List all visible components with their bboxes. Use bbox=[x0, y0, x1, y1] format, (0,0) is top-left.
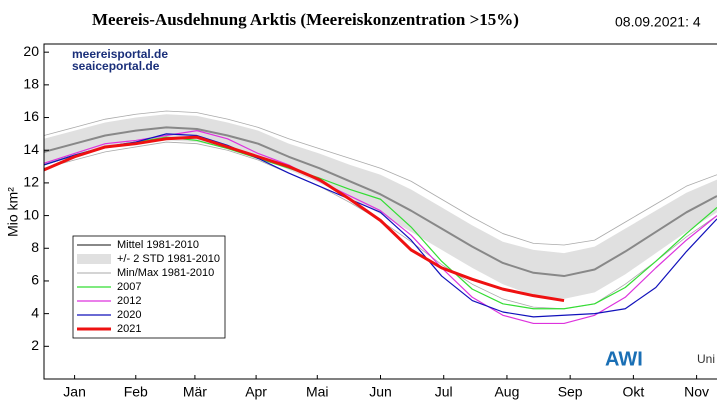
plot-frame bbox=[43, 43, 717, 380]
y-tick-label: 10 bbox=[23, 206, 39, 222]
x-tick-label: Feb bbox=[124, 384, 148, 400]
y-tick-label: 12 bbox=[23, 174, 39, 190]
x-tick-label: Mai bbox=[306, 384, 329, 400]
y-tick-label: 2 bbox=[31, 337, 39, 353]
y-tick-label: 20 bbox=[23, 43, 39, 59]
std-band bbox=[44, 114, 717, 299]
logo: AWI bbox=[605, 348, 643, 370]
y-tick-label: 6 bbox=[31, 272, 39, 288]
legend-label: 2007 bbox=[117, 281, 141, 293]
series-line bbox=[44, 126, 717, 278]
series-line bbox=[44, 133, 717, 318]
x-tick-label: Sep bbox=[558, 384, 583, 400]
logo: Uni bbox=[697, 352, 715, 366]
y-tick-label: 14 bbox=[23, 141, 39, 157]
y-tick-label: 4 bbox=[31, 304, 39, 320]
x-tick-label: Jun bbox=[369, 384, 392, 400]
date-label: 08.09.2021: 4 bbox=[615, 14, 701, 30]
series-line bbox=[44, 136, 717, 310]
chart-title: Meereis-Ausdehnung Arktis (Meereiskonzen… bbox=[92, 10, 519, 29]
legend-label: Min/Max 1981-2010 bbox=[117, 267, 214, 279]
y-tick-label: 16 bbox=[23, 108, 39, 124]
x-tick-label: Apr bbox=[245, 384, 267, 400]
x-tick-label: Jul bbox=[435, 384, 453, 400]
x-tick-label: Okt bbox=[622, 384, 644, 400]
plot bbox=[44, 110, 717, 325]
y-tick-label: 8 bbox=[31, 239, 39, 255]
legend-label: Mittel 1981-2010 bbox=[117, 239, 199, 251]
watermark: meereisportal.de bbox=[72, 47, 168, 61]
y-axis-label: Mio km² bbox=[5, 187, 21, 237]
x-tick-label: Jan bbox=[63, 384, 86, 400]
legend-label: +/- 2 STD 1981-2010 bbox=[117, 253, 220, 265]
series-line bbox=[44, 135, 565, 303]
x-tick-label: Aug bbox=[494, 384, 519, 400]
legend-label: 2021 bbox=[117, 323, 141, 335]
watermark: seaiceportal.de bbox=[72, 59, 160, 73]
x-tick-label: Nov bbox=[684, 384, 709, 400]
legend-label: 2012 bbox=[117, 295, 141, 307]
y-tick-label: 18 bbox=[23, 76, 39, 92]
max-line bbox=[44, 110, 717, 246]
x-tick-label: Mär bbox=[183, 384, 207, 400]
legend-label: 2020 bbox=[117, 309, 141, 321]
legend-swatch bbox=[77, 254, 111, 264]
